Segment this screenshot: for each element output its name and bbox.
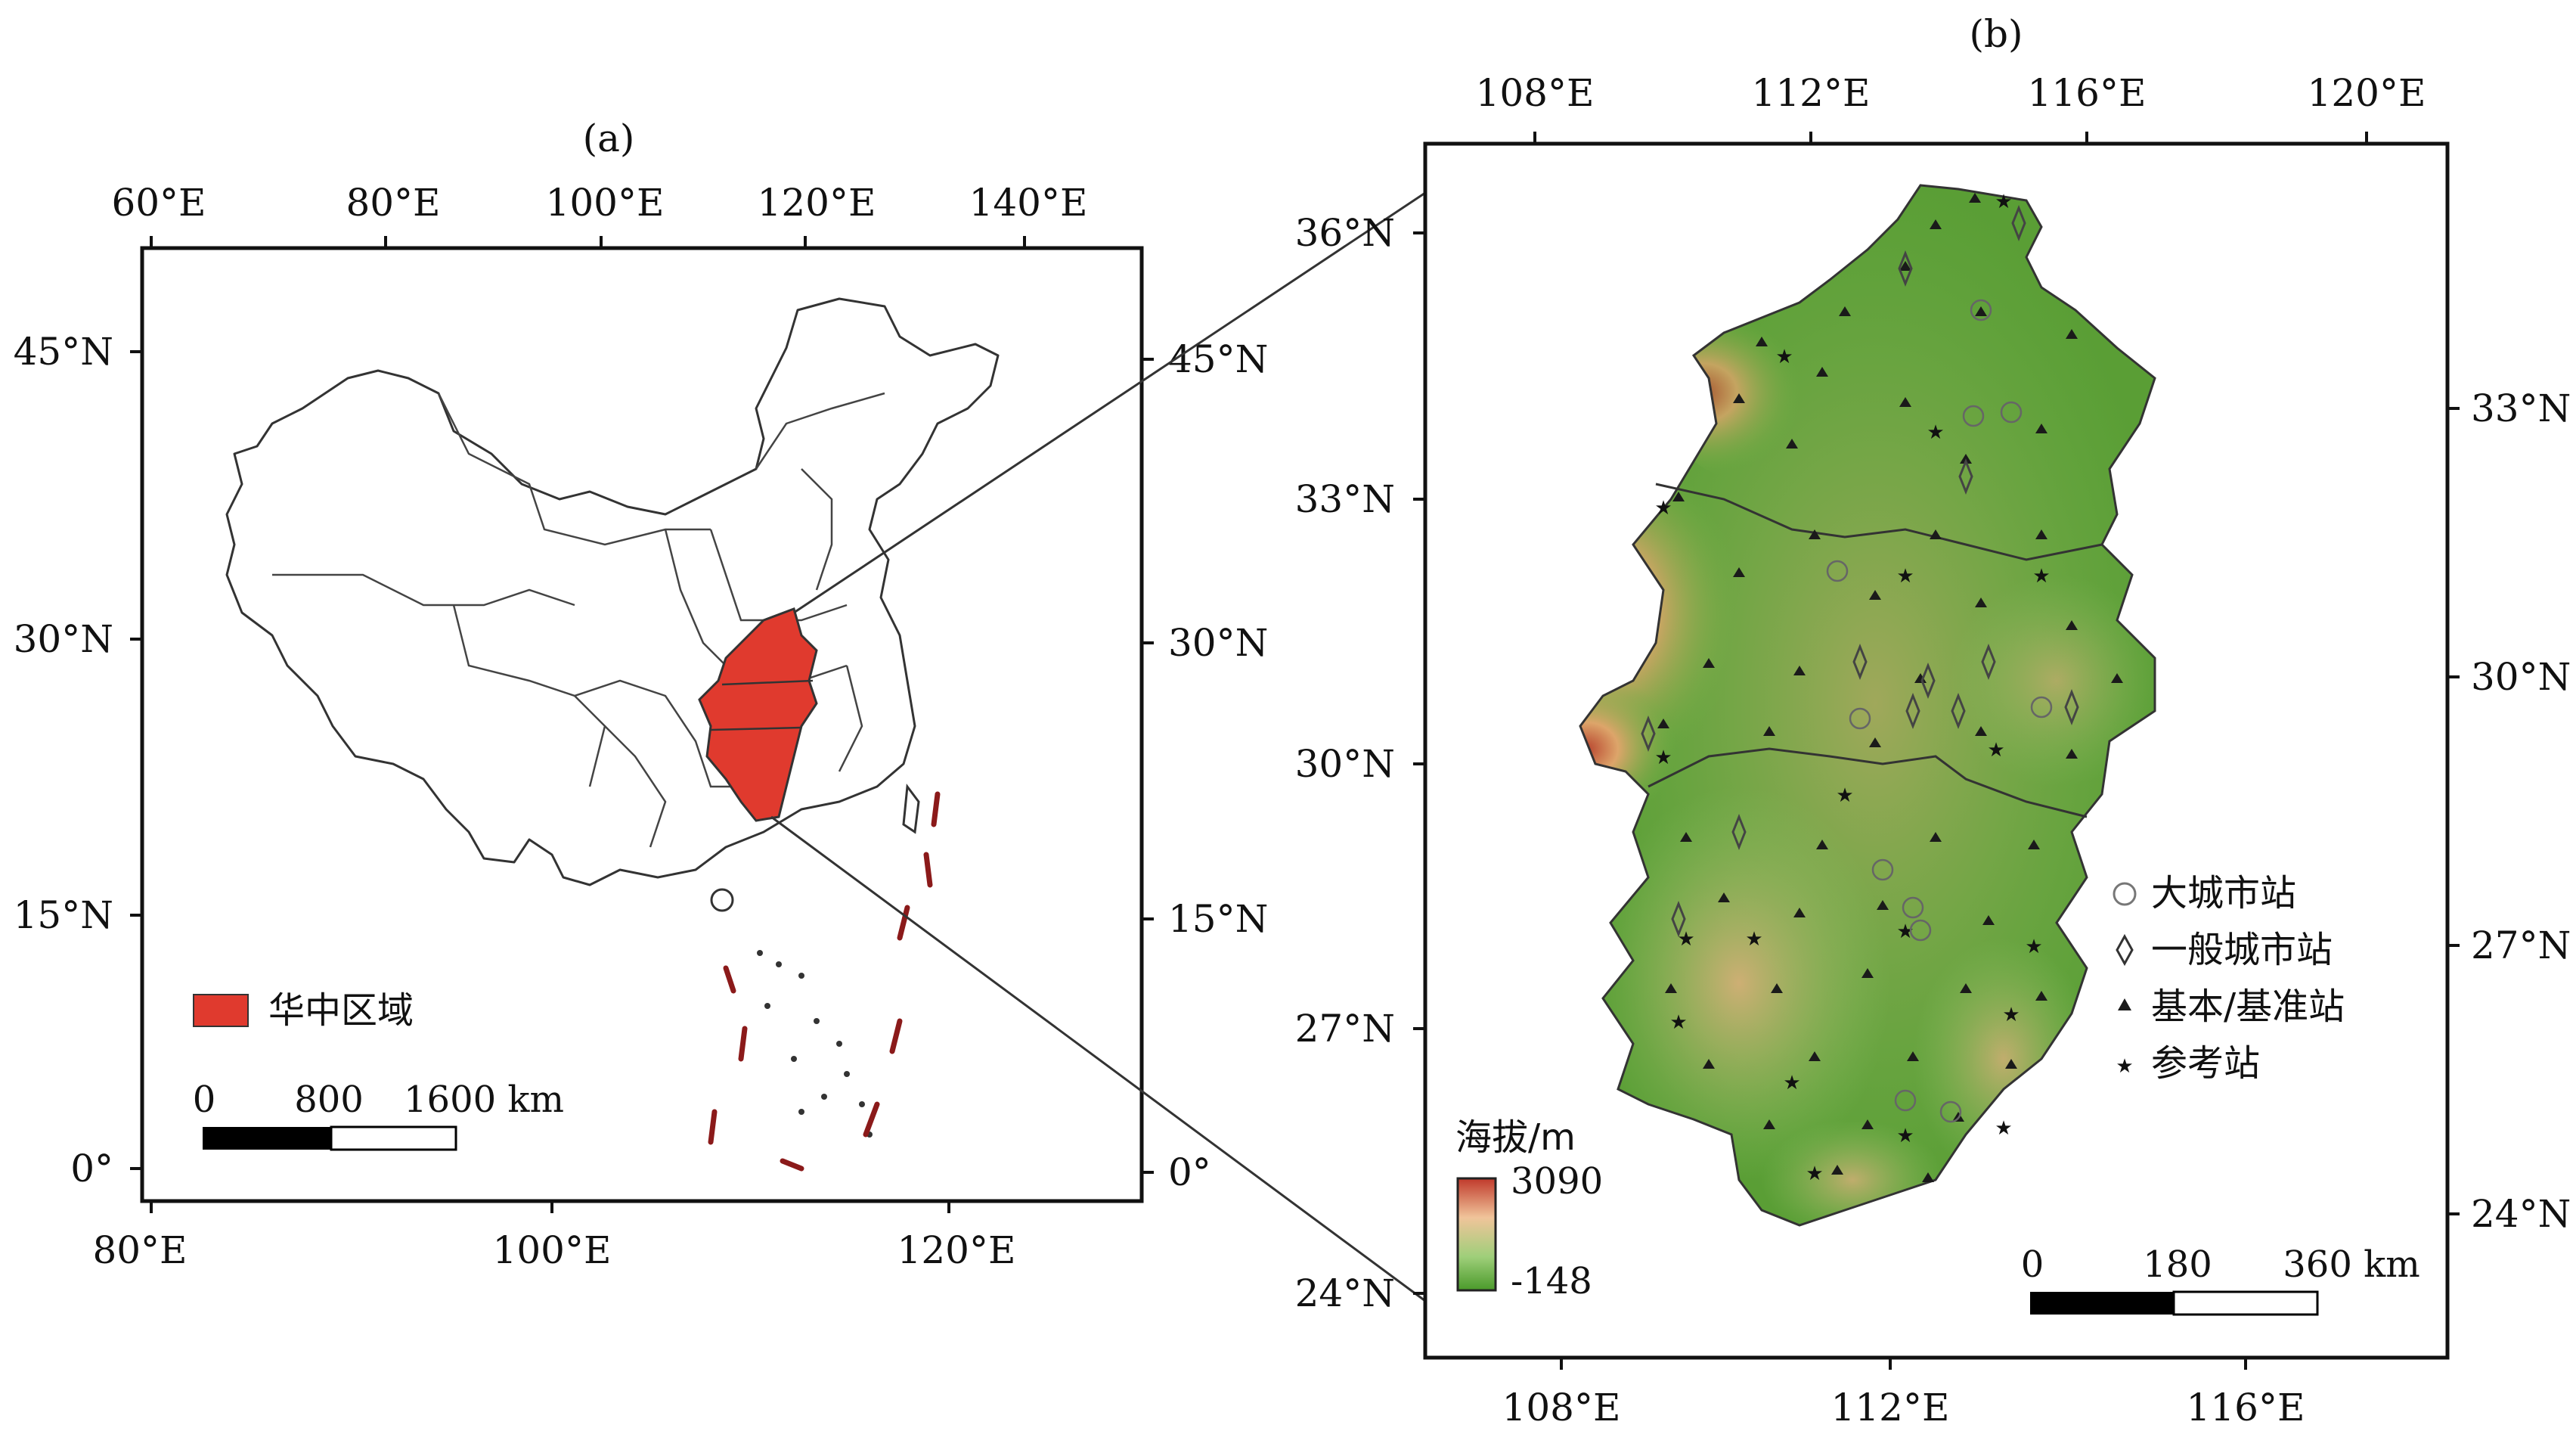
panel-b-scale-label: 360 km — [2283, 1243, 2419, 1286]
taiwan — [902, 784, 920, 834]
svg-text:★: ★ — [2025, 936, 2042, 958]
basic-station-label: 基本/基准站 — [2151, 986, 2345, 1028]
elevation-legend-title: 海拔/m — [1455, 1116, 1576, 1159]
svg-text:★: ★ — [1987, 739, 2004, 762]
panel-a-top-tick: 120°E — [758, 181, 876, 225]
panel-b-bottom-tick: 112°E — [1831, 1386, 1950, 1429]
panel-a-scale-label: 0 — [193, 1079, 216, 1121]
panel-b-right-tick: 33°N — [2471, 386, 2571, 430]
panel-a-scale-label: 1600 km — [404, 1079, 564, 1121]
svg-text:★: ★ — [1669, 1011, 1687, 1034]
panel-a-left-tick: 45°N — [14, 330, 113, 374]
panel-a-right-tick: 45°N — [1168, 337, 1268, 381]
reference-station-symbol: ★ — [2116, 1055, 2133, 1078]
panel-b-bottom-tick: 108°E — [1502, 1386, 1621, 1429]
basic-station-symbol — [2118, 998, 2131, 1010]
central-china-elevation-map — [1580, 185, 2155, 1225]
panel-b-scale-label: 180 — [2143, 1243, 2212, 1286]
panel-a-top-tick: 100°E — [546, 181, 665, 225]
panel-a-scale-bar: 0 800 1600 km — [193, 1079, 564, 1151]
panel-b-left-tick: 36°N — [1295, 211, 1395, 255]
panel-b-left-tick: 33°N — [1295, 477, 1395, 521]
panel-b-left-tick: 30°N — [1295, 742, 1395, 786]
central-china-legend-label: 华中区域 — [268, 989, 414, 1032]
panel-a-left-tick: 0° — [70, 1147, 113, 1190]
city-station-symbol — [2116, 933, 2134, 967]
svg-text:★: ★ — [1995, 1117, 2012, 1140]
panel-a-label: (a) — [583, 116, 635, 160]
svg-text:★: ★ — [1654, 497, 1672, 520]
panel-a-scale-label: 800 — [294, 1079, 364, 1121]
panel-a-left-tick: 15°N — [14, 893, 113, 937]
svg-text:★: ★ — [1654, 747, 1672, 769]
svg-text:★: ★ — [1677, 928, 1694, 951]
svg-text:★: ★ — [1927, 421, 1944, 444]
svg-text:★: ★ — [2002, 1004, 2020, 1026]
station-legend: 大城市站 一般城市站 基本/基准站 ★ 参考站 — [2113, 872, 2345, 1085]
panel-a-left-tick: 30°N — [14, 617, 113, 661]
svg-text:★: ★ — [1896, 920, 1914, 943]
panel-b-top-tick: 116°E — [2028, 71, 2147, 115]
city-station-label: 一般城市站 — [2151, 929, 2333, 971]
svg-text:★: ★ — [1896, 1125, 1914, 1147]
panel-a-top-tick: 80°E — [346, 181, 440, 225]
svg-text:★: ★ — [1775, 346, 1793, 368]
panel-b-scale-bar: 0 180 360 km — [2021, 1243, 2420, 1316]
panel-b-right-tick: 24°N — [2471, 1192, 2571, 1236]
panel-b-label: (b) — [1969, 12, 2023, 56]
central-china-region-border — [1579, 184, 2156, 1227]
central-china-region — [698, 607, 818, 822]
panel-b-scale-label: 0 — [2021, 1243, 2044, 1286]
panel-b-left-tick: 24°N — [1295, 1271, 1395, 1315]
svg-text:★: ★ — [1806, 1162, 1823, 1185]
central-china-internal — [710, 679, 814, 731]
panel-b-right-tick: 27°N — [2471, 923, 2571, 967]
weather-stations: ★ ★ ★ ★ ★ ★ ★ ★ ★ ★ ★ ★ ★ ★ ★ ★ ★ ★ ★ — [1641, 191, 2123, 1185]
panel-b-top-tick: 120°E — [2308, 71, 2426, 115]
elevation-min-label: -148 — [1511, 1260, 1592, 1302]
nine-dash-line — [708, 791, 941, 1172]
china-outline — [225, 297, 1000, 886]
panel-a-bottom-tick: 100°E — [493, 1228, 612, 1272]
panel-a-right-tick: 15°N — [1168, 897, 1268, 941]
panel-b-top-tick: 108°E — [1476, 71, 1595, 115]
province-borders — [1648, 483, 2103, 818]
panel-b-bottom-tick: 116°E — [2187, 1386, 2305, 1429]
panel-b: (b) 108°E 112°E 116°E 120°E 108°E 112°E … — [1295, 12, 2571, 1429]
panel-b-right-tick: 30°N — [2471, 655, 2571, 699]
panel-a-right-tick: 0° — [1168, 1150, 1211, 1194]
central-china-legend-swatch — [193, 994, 249, 1027]
panel-a-top-tick: 60°E — [111, 181, 206, 225]
elevation-max-label: 3090 — [1511, 1160, 1603, 1203]
svg-text:★: ★ — [2032, 565, 2050, 588]
svg-text:★: ★ — [1783, 1072, 1800, 1094]
svg-text:★: ★ — [1745, 928, 1762, 951]
panel-a-top-tick: 140°E — [969, 181, 1088, 225]
large-city-station-symbol — [2113, 882, 2137, 906]
panel-a-right-tick: 30°N — [1168, 621, 1268, 665]
svg-text:★: ★ — [1836, 784, 1853, 807]
reference-station-label: 参考站 — [2151, 1042, 2260, 1085]
elevation-legend: 海拔/m 3090 -148 — [1455, 1116, 1603, 1302]
elevation-colorbar — [1456, 1177, 1497, 1292]
zoom-connector-lines — [770, 191, 1426, 1302]
panel-a: (a) 60°E 80°E 100°E 120°E 140°E 80°E 100… — [14, 116, 1269, 1272]
panel-a-bottom-tick: 80°E — [92, 1228, 187, 1272]
panel-b-ticks — [1413, 132, 2460, 1370]
svg-text:★: ★ — [1995, 191, 2012, 213]
svg-text:★: ★ — [1896, 565, 1914, 588]
panel-a-ticks — [130, 236, 1154, 1213]
panel-b-left-tick: 27°N — [1295, 1007, 1395, 1051]
panel-b-top-tick: 112°E — [1752, 71, 1871, 115]
panel-a-bottom-tick: 120°E — [897, 1228, 1016, 1272]
south-china-sea-islands — [710, 888, 873, 1138]
large-city-station-label: 大城市站 — [2151, 872, 2296, 914]
